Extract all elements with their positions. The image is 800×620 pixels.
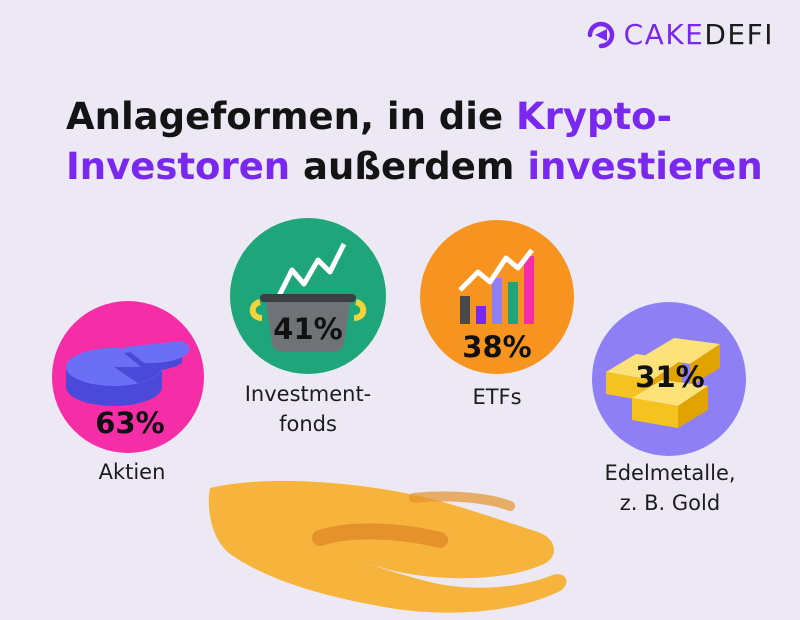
category-label-edelmetalle: Edelmetalle, z. B. Gold bbox=[590, 458, 750, 518]
bar-etfs bbox=[420, 220, 574, 374]
value-label-etfs: 38% bbox=[462, 330, 532, 364]
category-label-investmentfonds-line2: fonds bbox=[279, 412, 337, 436]
category-label-investmentfonds: Investment- fonds bbox=[228, 379, 388, 439]
bar-edelmetalle bbox=[592, 302, 746, 456]
title-highlight-krypto: Krypto- bbox=[515, 95, 672, 138]
pot-with-chart-icon bbox=[249, 242, 367, 352]
logo-defi-text: DEFI bbox=[704, 18, 774, 51]
value-label-aktien: 63% bbox=[95, 406, 165, 440]
title-part4: außerdem bbox=[290, 145, 528, 188]
value-label-investmentfonds: 41% bbox=[273, 312, 343, 346]
title-part1: Anlageformen, in die bbox=[66, 95, 516, 138]
title-highlight-investoren: Investoren bbox=[66, 145, 291, 188]
logo-cake-text: CAKE bbox=[623, 18, 705, 51]
brand-logo: CAKEDEFI bbox=[586, 18, 774, 51]
value-label-edelmetalle: 31% bbox=[635, 360, 705, 394]
category-label-aktien: Aktien bbox=[98, 460, 166, 484]
hand-icon bbox=[208, 480, 567, 613]
bar-chart-icon bbox=[458, 248, 534, 324]
page-title: Anlageformen, in die Krypto- Investoren a… bbox=[66, 92, 766, 192]
category-label-etfs: ETFs bbox=[472, 385, 522, 409]
gold-bars-icon bbox=[606, 338, 720, 428]
pie-chart-icon bbox=[66, 341, 190, 406]
bar-investmentfonds bbox=[230, 218, 386, 374]
bar-aktien bbox=[52, 301, 204, 453]
cake-logo-icon bbox=[587, 21, 614, 48]
category-label-edelmetalle-line2: z. B. Gold bbox=[619, 491, 721, 515]
category-label-investmentfonds-line1: Investment- bbox=[244, 382, 372, 406]
logo-wordmark: CAKEDEFI bbox=[624, 18, 774, 51]
title-highlight-investieren: investieren bbox=[527, 145, 763, 188]
category-label-edelmetalle-line1: Edelmetalle, bbox=[604, 461, 736, 485]
